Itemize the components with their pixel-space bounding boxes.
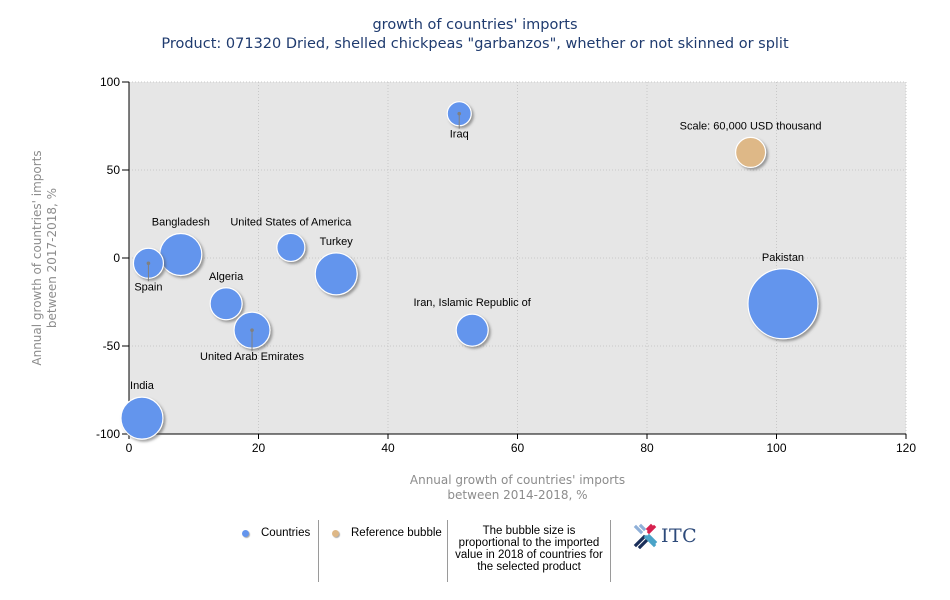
bubble-india[interactable]: [120, 396, 164, 440]
bubble-label-turkey: Turkey: [320, 236, 354, 248]
bubble-label-algeria: Algeria: [209, 271, 244, 283]
bubble-united-states-of-america[interactable]: [276, 232, 306, 263]
y-tick-label: 100: [100, 75, 120, 89]
x-tick-label: 60: [511, 441, 525, 455]
bubble-chart: 0 20 40 60 80 100 120 100 50 0 -50 -100 Iraq Bangla…: [30, 75, 916, 502]
legend-divider: [610, 520, 611, 582]
legend-size-note: The bubble size is proportional to the i…: [455, 525, 603, 573]
bubble-labels: Iraq Bangladesh Spain United States of Amer…: [130, 111, 822, 392]
x-axis-label-line2: between 2014-2018, %: [447, 488, 587, 502]
itc-logo-icon: [633, 523, 658, 549]
x-axis-label-line1: Annual growth of countries' imports: [410, 473, 625, 487]
x-tick-label: 40: [381, 441, 395, 455]
bubble-label-india: India: [130, 380, 155, 392]
bubble-label-united-arab-emirates: United Arab Emirates: [200, 351, 304, 363]
legend-divider: [447, 520, 448, 582]
x-tick-label: 120: [896, 441, 916, 455]
itc-logo: ITC: [632, 523, 697, 549]
x-tick-label: 80: [640, 441, 654, 455]
legend-item-reference[interactable]: Reference bubble: [332, 527, 442, 539]
bubble-bangladesh[interactable]: [159, 232, 203, 277]
y-axis-label-line2: between 2017-2018, %: [45, 188, 59, 328]
y-tick-label: 0: [113, 251, 120, 265]
bubble-label-bangladesh: Bangladesh: [152, 216, 210, 228]
y-tick-label: 50: [107, 163, 121, 177]
bubble-label-pakistan: Pakistan: [762, 252, 804, 264]
bubble-algeria[interactable]: [209, 287, 243, 321]
itc-logo-text: ITC: [661, 525, 698, 547]
legend-divider: [318, 520, 319, 582]
y-tick-label: -100: [96, 427, 120, 441]
countries-dot-icon: [242, 529, 249, 537]
leader-dot: [457, 111, 462, 116]
chart-title: growth of countries' imports: [372, 17, 578, 33]
x-tick-label: 0: [126, 441, 133, 455]
legend-item-countries[interactable]: Countries: [242, 527, 310, 539]
legend-label-reference: Reference bubble: [351, 527, 442, 539]
bubble-label-scale-60-000-usd-thousand: Scale: 60,000 USD thousand: [680, 120, 822, 132]
bubble-scale-60-000-usd-thousand[interactable]: [734, 136, 767, 168]
bubble-turkey[interactable]: [314, 252, 358, 296]
chart-subtitle: Product: 071320 Dried, shelled chickpeas…: [161, 36, 789, 52]
bubble-label-iraq: Iraq: [450, 129, 469, 141]
bubbles: [120, 101, 819, 440]
bubble-pakistan[interactable]: [747, 268, 819, 340]
bubble-label-spain: Spain: [134, 281, 162, 293]
reference-dot-icon: [332, 529, 339, 537]
bubble-label-united-states-of-america: United States of America: [230, 216, 352, 228]
x-tick-label: 100: [766, 441, 786, 455]
bubble-label-iran-islamic-republic-of: Iran, Islamic Republic of: [413, 297, 531, 309]
y-axis-ticks: 100 50 0 -50 -100: [96, 75, 129, 441]
y-axis-label-line1: Annual growth of countries' imports: [30, 150, 44, 365]
y-tick-label: -50: [103, 339, 121, 353]
x-axis-ticks: 0 20 40 60 80 100 120: [126, 434, 916, 455]
bubble-iran-islamic-republic-of[interactable]: [455, 313, 489, 347]
legend-label-countries: Countries: [261, 527, 311, 539]
x-tick-label: 20: [252, 441, 266, 455]
